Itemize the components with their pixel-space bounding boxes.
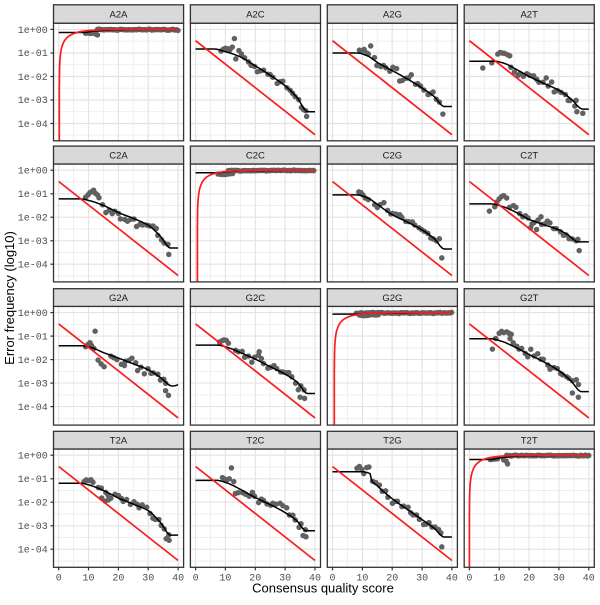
svg-text:1e+00: 1e+00 <box>18 309 48 320</box>
svg-text:T2A: T2A <box>110 436 128 447</box>
svg-text:1e-03: 1e-03 <box>18 379 48 390</box>
svg-text:40: 40 <box>309 574 321 585</box>
svg-text:1e-04: 1e-04 <box>18 546 48 557</box>
svg-text:1e-02: 1e-02 <box>18 356 48 367</box>
svg-text:1e-02: 1e-02 <box>18 73 48 84</box>
svg-text:T2G: T2G <box>383 436 401 447</box>
svg-text:30: 30 <box>142 574 154 585</box>
svg-text:G2C: G2C <box>246 293 266 304</box>
svg-text:T2T: T2T <box>521 436 538 447</box>
svg-text:10: 10 <box>219 574 231 585</box>
svg-text:C2G: C2G <box>383 151 403 162</box>
svg-text:0: 0 <box>329 574 335 585</box>
svg-text:1e-03: 1e-03 <box>18 237 48 248</box>
svg-text:1e+00: 1e+00 <box>18 452 48 463</box>
svg-text:T2C: T2C <box>246 436 264 447</box>
svg-text:C2C: C2C <box>246 151 265 162</box>
svg-text:C2T: C2T <box>520 151 538 162</box>
svg-text:30: 30 <box>553 574 565 585</box>
svg-text:10: 10 <box>356 574 368 585</box>
svg-text:20: 20 <box>249 574 261 585</box>
svg-text:20: 20 <box>386 574 398 585</box>
svg-text:40: 40 <box>583 574 595 585</box>
svg-text:1e-01: 1e-01 <box>18 475 48 486</box>
svg-text:1e-04: 1e-04 <box>18 261 48 272</box>
svg-text:1e+00: 1e+00 <box>18 26 48 37</box>
svg-text:G2G: G2G <box>382 293 402 304</box>
svg-text:10: 10 <box>493 574 505 585</box>
svg-text:1e-03: 1e-03 <box>18 96 48 107</box>
svg-text:Consensus quality score: Consensus quality score <box>252 581 394 596</box>
svg-text:A2G: A2G <box>383 9 402 20</box>
svg-text:0: 0 <box>56 574 62 585</box>
svg-text:20: 20 <box>523 574 535 585</box>
svg-text:A2C: A2C <box>246 9 265 20</box>
svg-text:1e-01: 1e-01 <box>18 332 48 343</box>
svg-text:A2A: A2A <box>110 9 129 20</box>
svg-text:0: 0 <box>193 574 199 585</box>
svg-text:10: 10 <box>82 574 94 585</box>
svg-text:20: 20 <box>112 574 124 585</box>
svg-text:1e-04: 1e-04 <box>18 403 48 414</box>
svg-text:30: 30 <box>279 574 291 585</box>
svg-text:G2A: G2A <box>109 293 129 304</box>
svg-text:C2A: C2A <box>109 151 128 162</box>
svg-text:30: 30 <box>416 574 428 585</box>
svg-text:1e+00: 1e+00 <box>18 167 48 178</box>
svg-text:1e-01: 1e-01 <box>18 49 48 60</box>
svg-text:G2T: G2T <box>520 293 539 304</box>
svg-text:40: 40 <box>446 574 458 585</box>
svg-text:0: 0 <box>466 574 472 585</box>
svg-text:Error frequency (log10): Error frequency (log10) <box>2 231 17 365</box>
svg-text:1e-02: 1e-02 <box>18 214 48 225</box>
svg-text:1e-01: 1e-01 <box>18 190 48 201</box>
svg-text:1e-04: 1e-04 <box>18 120 48 131</box>
svg-text:40: 40 <box>172 574 184 585</box>
svg-text:1e-03: 1e-03 <box>18 522 48 533</box>
svg-text:A2T: A2T <box>520 9 538 20</box>
svg-text:1e-02: 1e-02 <box>18 499 48 510</box>
